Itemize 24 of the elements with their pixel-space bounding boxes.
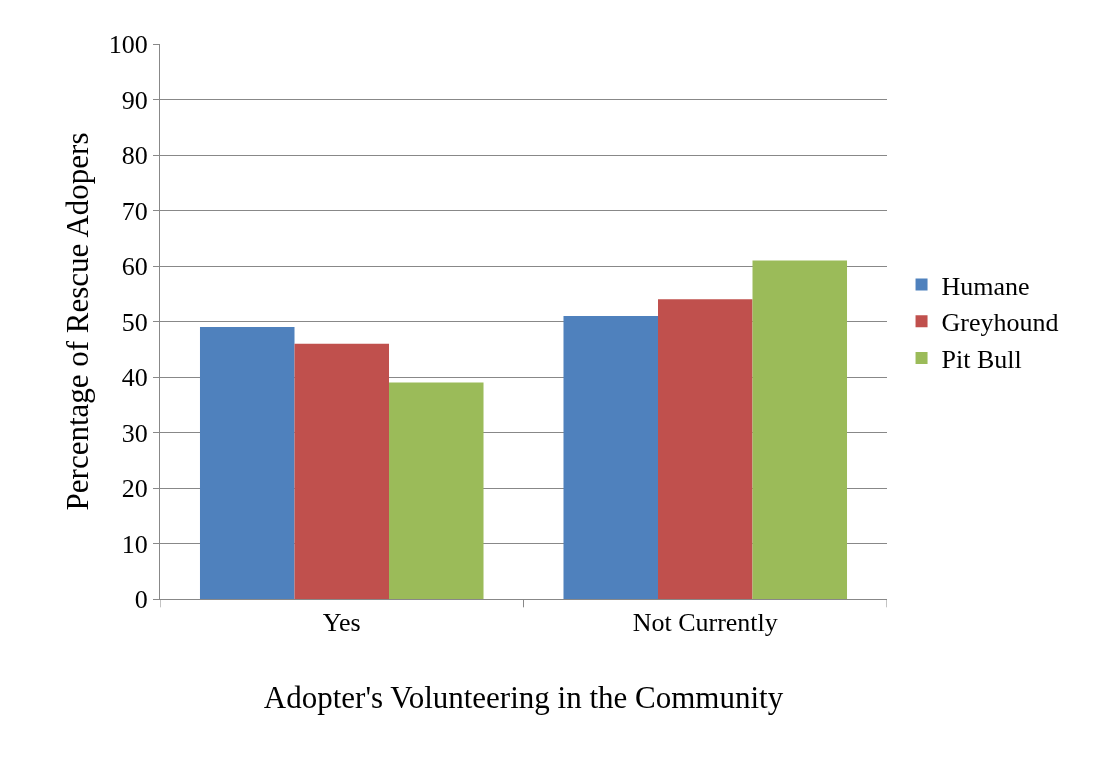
y-tick-label: 60 xyxy=(121,252,148,282)
legend-label: Humane xyxy=(941,271,1030,301)
y-tick-label: 80 xyxy=(121,141,148,171)
y-tick-label: 10 xyxy=(121,529,148,559)
legend-label: Greyhound xyxy=(941,308,1059,338)
legend-label: Pit Bull xyxy=(941,345,1022,375)
x-tick-label: Not Currently xyxy=(632,608,778,638)
y-tick-label: 100 xyxy=(108,30,148,60)
y-tick-label: 70 xyxy=(121,196,148,226)
x-axis-title: Adopter's Volunteering in the Community xyxy=(263,680,784,716)
x-tick-label: Yes xyxy=(322,608,361,638)
y-tick-label: 40 xyxy=(121,363,148,393)
y-tick-label: 20 xyxy=(121,474,148,504)
bar xyxy=(199,327,295,599)
y-axis-title: Percentage of Rescue Adopers xyxy=(60,132,96,511)
y-tick-label: 0 xyxy=(134,585,148,615)
bar xyxy=(294,343,390,599)
y-tick-label: 50 xyxy=(121,307,148,337)
bar xyxy=(563,315,658,599)
y-tick-label: 90 xyxy=(121,85,148,115)
bar xyxy=(658,299,753,599)
bar xyxy=(752,260,848,599)
y-tick-label: 30 xyxy=(121,418,148,448)
bar xyxy=(389,382,484,599)
